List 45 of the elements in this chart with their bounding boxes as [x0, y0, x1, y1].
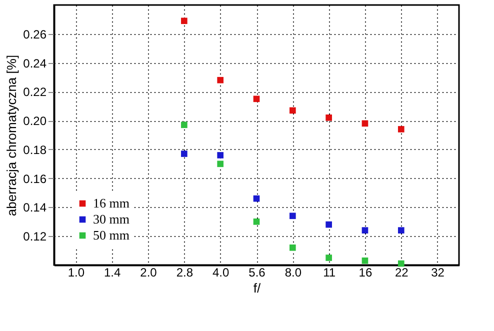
y-tick-label: 0.12	[23, 230, 47, 244]
x-tick-label: 2.8	[176, 266, 194, 280]
y-tick-label: 0.18	[23, 142, 47, 157]
x-tick-label: 22	[394, 266, 409, 280]
point	[253, 218, 260, 225]
x-tick-label: 8.0	[284, 266, 302, 280]
x-tick-label: 16	[358, 266, 372, 280]
y-tick-label: 0.26	[23, 27, 47, 42]
point	[217, 160, 224, 168]
point	[362, 120, 368, 127]
y-tick-label: 0.14	[23, 200, 47, 215]
point	[398, 227, 404, 234]
y-tick-label: 0.22	[23, 85, 47, 100]
point	[362, 258, 368, 264]
point	[253, 195, 260, 202]
legend-label: 50 mm	[93, 228, 130, 242]
x-tick-label: 1.0	[68, 266, 85, 280]
point	[326, 254, 332, 261]
point	[181, 150, 188, 157]
point	[181, 18, 188, 24]
point	[326, 221, 332, 228]
x-tick-label: 2.0	[140, 266, 158, 280]
point	[326, 114, 332, 121]
point	[217, 76, 224, 84]
y-tick-label: 0.20	[23, 114, 47, 128]
x-tick-label: 5.6	[248, 266, 266, 280]
legend-label: 30 mm	[93, 212, 130, 226]
legend-label: 16 mm	[93, 196, 130, 210]
point	[181, 122, 188, 128]
x-axis-title: f/	[253, 280, 261, 296]
point	[217, 152, 224, 158]
y-tick-label: 0.16	[23, 172, 47, 186]
x-tick-label: 4.0	[212, 266, 230, 280]
point	[398, 126, 404, 132]
y-axis-title: aberracja chromatyczna [%]	[4, 54, 20, 216]
x-tick-label: 1.4	[104, 266, 122, 280]
point	[253, 96, 260, 102]
y-tick-label: 0.24	[23, 56, 47, 70]
point	[290, 212, 296, 220]
x-tick-label: 32	[431, 266, 445, 280]
point	[398, 260, 404, 267]
point	[290, 244, 296, 251]
point	[290, 107, 296, 114]
point	[362, 227, 368, 234]
x-tick-label: 11	[323, 266, 336, 280]
